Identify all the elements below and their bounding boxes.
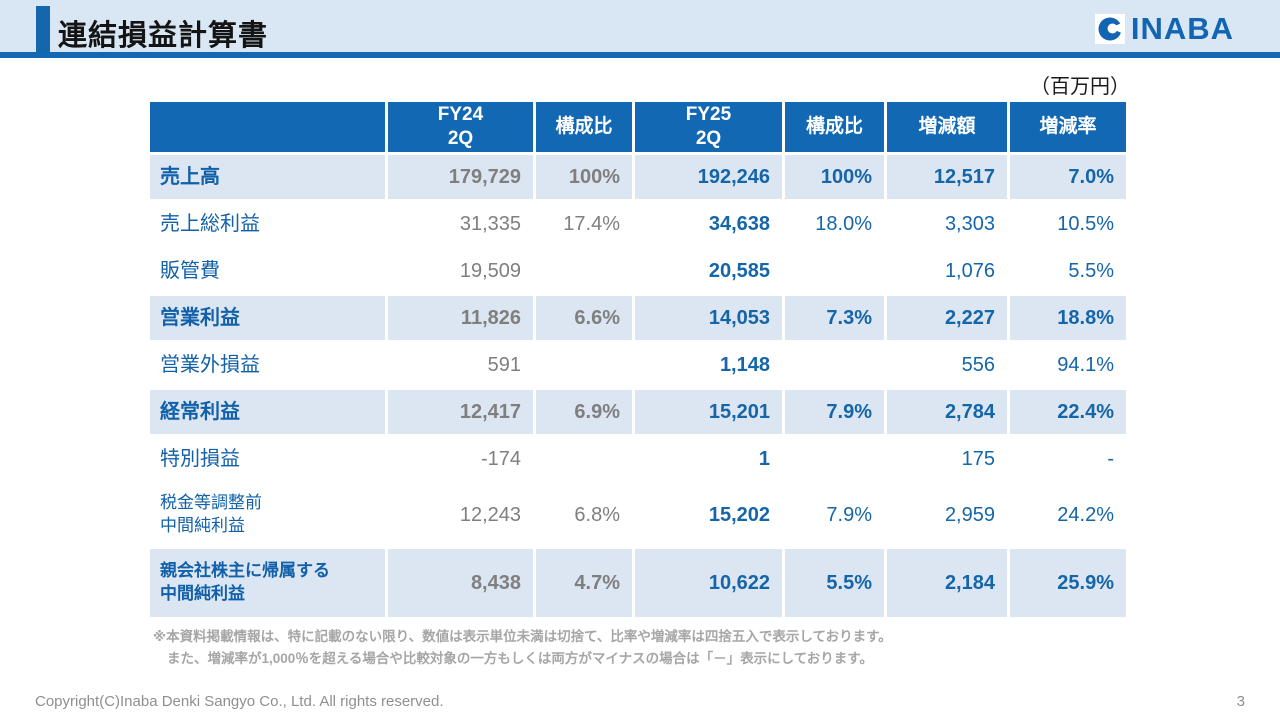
cell-diff-rate: -: [1010, 437, 1126, 481]
table-body: 売上高 179,729 100% 192,246 100% 12,517 7.0…: [150, 155, 1126, 617]
table-row: 特別損益 -174 1 175 -: [150, 437, 1126, 481]
cell-diff-amount: 2,959: [887, 484, 1007, 546]
cell-diff-rate: 24.2%: [1010, 484, 1126, 546]
cell-fy24-value: 12,243: [388, 484, 533, 546]
row-label: 営業利益: [150, 296, 385, 340]
col-header-fy24-2q: FY24 2Q: [388, 102, 533, 152]
inaba-logo-icon: [1094, 13, 1125, 44]
cell-fy24-ratio: 100%: [536, 155, 632, 199]
page-title: 連結損益計算書: [58, 20, 269, 52]
cell-diff-amount: 1,076: [887, 249, 1007, 293]
cell-fy25-value: 15,202: [635, 484, 782, 546]
cell-fy25-ratio: 18.0%: [785, 202, 884, 246]
cell-fy25-value: 1,148: [635, 343, 782, 387]
row-label: 営業外損益: [150, 343, 385, 387]
cell-fy24-value: 8,438: [388, 549, 533, 617]
cell-fy25-ratio: [785, 249, 884, 293]
cell-fy25-ratio: 7.9%: [785, 484, 884, 546]
company-logo: INABA: [1094, 11, 1234, 46]
unit-label: （百万円）: [1030, 76, 1130, 98]
cell-fy25-ratio: [785, 343, 884, 387]
cell-diff-rate: 7.0%: [1010, 155, 1126, 199]
row-label: 税金等調整前 中間純利益: [150, 484, 385, 546]
cell-fy24-value: 179,729: [388, 155, 533, 199]
cell-fy25-value: 34,638: [635, 202, 782, 246]
cell-fy24-ratio: [536, 249, 632, 293]
cell-fy25-value: 1: [635, 437, 782, 481]
cell-fy25-value: 14,053: [635, 296, 782, 340]
cell-fy24-ratio: [536, 437, 632, 481]
cell-diff-rate: 10.5%: [1010, 202, 1126, 246]
cell-fy24-ratio: [536, 343, 632, 387]
cell-fy24-ratio: 6.9%: [536, 390, 632, 434]
row-label: 販管費: [150, 249, 385, 293]
col-header-ratio-fy24: 構成比: [536, 102, 632, 152]
cell-diff-rate: 18.8%: [1010, 296, 1126, 340]
cell-fy25-ratio: 7.9%: [785, 390, 884, 434]
cell-fy24-value: -174: [388, 437, 533, 481]
cell-fy25-ratio: [785, 437, 884, 481]
cell-fy25-ratio: 5.5%: [785, 549, 884, 617]
cell-fy25-value: 15,201: [635, 390, 782, 434]
table-row: 売上総利益 31,335 17.4% 34,638 18.0% 3,303 10…: [150, 202, 1126, 246]
cell-fy24-value: 19,509: [388, 249, 533, 293]
cell-diff-rate: 22.4%: [1010, 390, 1126, 434]
table-row: 営業外損益 591 1,148 556 94.1%: [150, 343, 1126, 387]
row-label: 特別損益: [150, 437, 385, 481]
table-row: 親会社株主に帰属する 中間純利益 8,438 4.7% 10,622 5.5% 2…: [150, 549, 1126, 617]
col-header-empty: [150, 102, 385, 152]
col-header-diff-rate: 増減率: [1010, 102, 1126, 152]
header-band: 連結損益計算書 INABA: [0, 0, 1280, 58]
cell-diff-amount: 2,184: [887, 549, 1007, 617]
cell-fy24-ratio: 4.7%: [536, 549, 632, 617]
cell-diff-rate: 5.5%: [1010, 249, 1126, 293]
footnote-line-1: ※本資料掲載情報は、特に記載のない限り、数値は表示単位未満は切捨て、比率や増減率…: [153, 629, 892, 644]
logo-text: INABA: [1130, 11, 1234, 46]
cell-fy24-ratio: 6.6%: [536, 296, 632, 340]
cell-diff-amount: 556: [887, 343, 1007, 387]
page-number: 3: [1236, 693, 1245, 710]
row-label: 経常利益: [150, 390, 385, 434]
cell-diff-rate: 94.1%: [1010, 343, 1126, 387]
cell-fy24-value: 11,826: [388, 296, 533, 340]
cell-fy25-ratio: 100%: [785, 155, 884, 199]
cell-fy25-value: 20,585: [635, 249, 782, 293]
cell-diff-amount: 3,303: [887, 202, 1007, 246]
table-row: 経常利益 12,417 6.9% 15,201 7.9% 2,784 22.4%: [150, 390, 1126, 434]
cell-fy25-ratio: 7.3%: [785, 296, 884, 340]
cell-fy24-value: 12,417: [388, 390, 533, 434]
income-statement-table: FY24 2Q 構成比 FY25 2Q 構成比 増減額 増減率 売上高 179,…: [147, 99, 1129, 620]
cell-fy25-value: 192,246: [635, 155, 782, 199]
col-header-diff-amount: 増減額: [887, 102, 1007, 152]
table-row: 販管費 19,509 20,585 1,076 5.5%: [150, 249, 1126, 293]
cell-fy25-value: 10,622: [635, 549, 782, 617]
slide-footer: Copyright(C)Inaba Denki Sangyo Co., Ltd.…: [35, 693, 1245, 710]
footnote-line-2: また、増減率が1,000％を超える場合や比較対象の一方もしくは両方がマイナスの場…: [167, 650, 873, 666]
cell-fy24-ratio: 6.8%: [536, 484, 632, 546]
cell-fy24-ratio: 17.4%: [536, 202, 632, 246]
cell-diff-amount: 2,784: [887, 390, 1007, 434]
footnotes: ※本資料掲載情報は、特に記載のない限り、数値は表示単位未満は切捨て、比率や増減率…: [153, 626, 1280, 669]
table-row: 売上高 179,729 100% 192,246 100% 12,517 7.0…: [150, 155, 1126, 199]
row-label: 親会社株主に帰属する 中間純利益: [150, 549, 385, 617]
row-label: 売上総利益: [150, 202, 385, 246]
row-label: 売上高: [150, 155, 385, 199]
cell-fy24-value: 31,335: [388, 202, 533, 246]
cell-diff-rate: 25.9%: [1010, 549, 1126, 617]
col-header-ratio-fy25: 構成比: [785, 102, 884, 152]
table-row: 税金等調整前 中間純利益 12,243 6.8% 15,202 7.9% 2,95…: [150, 484, 1126, 546]
col-header-fy25-2q: FY25 2Q: [635, 102, 782, 152]
table-row: 営業利益 11,826 6.6% 14,053 7.3% 2,227 18.8%: [150, 296, 1126, 340]
table-header-row: FY24 2Q 構成比 FY25 2Q 構成比 増減額 増減率: [150, 102, 1126, 152]
cell-diff-amount: 175: [887, 437, 1007, 481]
cell-fy24-value: 591: [388, 343, 533, 387]
cell-diff-amount: 12,517: [887, 155, 1007, 199]
copyright-text: Copyright(C)Inaba Denki Sangyo Co., Ltd.…: [35, 693, 444, 710]
title-accent-bar: [36, 6, 50, 53]
cell-diff-amount: 2,227: [887, 296, 1007, 340]
